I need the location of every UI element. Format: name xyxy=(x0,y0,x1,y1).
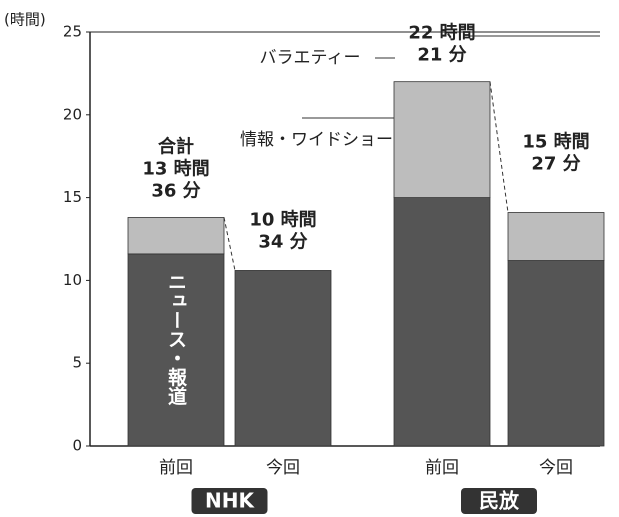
annotation: 10 時間 xyxy=(249,209,316,230)
annotation: 22 時間 xyxy=(408,23,475,44)
group-box xyxy=(191,488,268,514)
y-tick-label: 25 xyxy=(63,23,82,41)
y-unit-label: (時間) xyxy=(4,11,46,29)
y-tick-label: 15 xyxy=(63,188,82,206)
group-box xyxy=(461,488,537,514)
bar-segment xyxy=(234,270,332,447)
x-tick-label: 今回 xyxy=(266,458,300,478)
connector xyxy=(489,81,509,213)
connector xyxy=(223,217,236,271)
annotation: 36 分 xyxy=(151,180,200,201)
y-tick-label: 5 xyxy=(72,354,82,372)
x-tick-label: 今回 xyxy=(539,458,573,478)
annotation: バラエティー xyxy=(260,48,361,68)
bar-segment xyxy=(507,212,605,261)
y-tick-label: 10 xyxy=(63,271,82,289)
annotation: 合計 xyxy=(158,135,194,157)
bar-segment xyxy=(393,197,491,447)
bar-segment xyxy=(393,81,491,198)
bar-segment xyxy=(127,253,225,447)
bar-segment xyxy=(127,217,225,255)
annotation: 13 時間 xyxy=(142,158,209,179)
bar-segment xyxy=(507,260,605,447)
annotation: 21 分 xyxy=(417,45,466,66)
annotation: 34 分 xyxy=(258,231,307,252)
x-tick-label: 前回 xyxy=(159,458,193,478)
group-label: NHK xyxy=(205,489,255,513)
annotation: 27 分 xyxy=(531,154,580,175)
y-tick-label: 0 xyxy=(72,437,82,455)
x-tick-label: 前回 xyxy=(425,458,459,478)
y-tick-label: 20 xyxy=(63,105,82,123)
annotation: 15 時間 xyxy=(522,132,589,153)
series-label: ニュース・報道 xyxy=(165,272,187,406)
series-label: 情報・ワイドショー xyxy=(240,130,393,150)
group-label: 民放 xyxy=(479,489,520,513)
